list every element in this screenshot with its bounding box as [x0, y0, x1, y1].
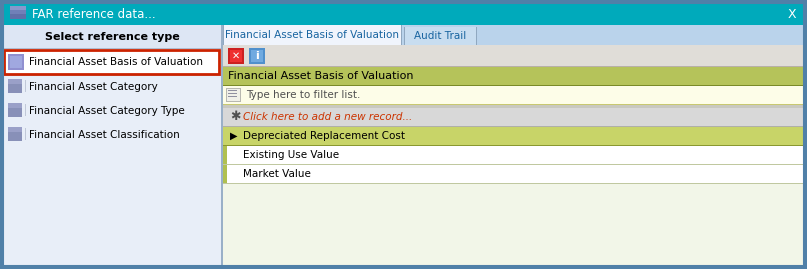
- Bar: [223, 184, 804, 266]
- Bar: [223, 145, 804, 146]
- Text: ✕: ✕: [232, 51, 240, 61]
- Text: ✱: ✱: [230, 111, 240, 123]
- Text: Financial Asset Category: Financial Asset Category: [29, 82, 157, 92]
- Bar: [476, 27, 477, 45]
- Bar: [223, 67, 804, 85]
- Bar: [228, 93, 237, 94]
- Text: Financial Asset Category Type: Financial Asset Category Type: [29, 106, 185, 116]
- Bar: [223, 86, 804, 104]
- Bar: [223, 183, 804, 184]
- Bar: [223, 25, 804, 45]
- Bar: [226, 88, 241, 102]
- Bar: [3, 3, 804, 25]
- Bar: [3, 25, 221, 266]
- Bar: [223, 104, 804, 105]
- Bar: [8, 79, 22, 93]
- Bar: [223, 66, 804, 67]
- Bar: [223, 126, 804, 127]
- Bar: [223, 146, 227, 164]
- Bar: [10, 56, 22, 68]
- Text: Financial Asset Classification: Financial Asset Classification: [29, 130, 180, 140]
- Bar: [230, 50, 242, 62]
- Text: Financial Asset Basis of Valuation: Financial Asset Basis of Valuation: [228, 71, 413, 81]
- Bar: [8, 127, 22, 141]
- Text: Market Value: Market Value: [243, 169, 311, 179]
- Bar: [228, 90, 237, 91]
- Bar: [227, 89, 240, 101]
- Bar: [10, 6, 26, 11]
- Bar: [223, 164, 804, 165]
- Text: i: i: [255, 51, 259, 61]
- Bar: [223, 165, 227, 183]
- Bar: [223, 67, 804, 266]
- Text: ▶: ▶: [230, 131, 237, 141]
- Text: Audit Trail: Audit Trail: [414, 31, 466, 41]
- Bar: [8, 103, 22, 117]
- Bar: [404, 27, 476, 45]
- Text: Select reference type: Select reference type: [44, 32, 179, 42]
- Bar: [10, 14, 26, 19]
- Bar: [3, 48, 221, 49]
- Bar: [8, 54, 24, 70]
- Bar: [223, 165, 804, 183]
- Bar: [223, 85, 804, 86]
- Text: X: X: [788, 8, 797, 20]
- Bar: [4, 50, 219, 74]
- Bar: [223, 105, 804, 108]
- Bar: [223, 45, 804, 67]
- Text: Financial Asset Basis of Valuation: Financial Asset Basis of Valuation: [225, 30, 399, 40]
- Text: Financial Asset Basis of Valuation: Financial Asset Basis of Valuation: [29, 57, 203, 67]
- Bar: [10, 10, 26, 15]
- Bar: [3, 49, 221, 75]
- Bar: [8, 127, 22, 132]
- Bar: [223, 25, 224, 45]
- Text: Type here to filter list.: Type here to filter list.: [246, 90, 361, 100]
- Text: Click here to add a new record...: Click here to add a new record...: [243, 112, 412, 122]
- Bar: [8, 103, 22, 108]
- Text: Depreciated Replacement Cost: Depreciated Replacement Cost: [243, 131, 405, 141]
- Bar: [401, 25, 402, 45]
- Bar: [223, 108, 804, 126]
- Bar: [223, 146, 804, 164]
- Text: FAR reference data...: FAR reference data...: [32, 8, 156, 20]
- Bar: [249, 48, 265, 64]
- Bar: [404, 27, 405, 45]
- Bar: [8, 79, 22, 84]
- Bar: [25, 104, 26, 116]
- Bar: [25, 80, 26, 92]
- Bar: [223, 127, 804, 145]
- Bar: [221, 25, 223, 266]
- Bar: [228, 96, 237, 97]
- Bar: [223, 25, 401, 45]
- Bar: [3, 75, 221, 76]
- Bar: [223, 25, 804, 266]
- Bar: [3, 25, 221, 49]
- Text: Existing Use Value: Existing Use Value: [243, 150, 339, 160]
- Bar: [25, 128, 26, 140]
- Bar: [228, 48, 244, 64]
- Bar: [251, 50, 263, 62]
